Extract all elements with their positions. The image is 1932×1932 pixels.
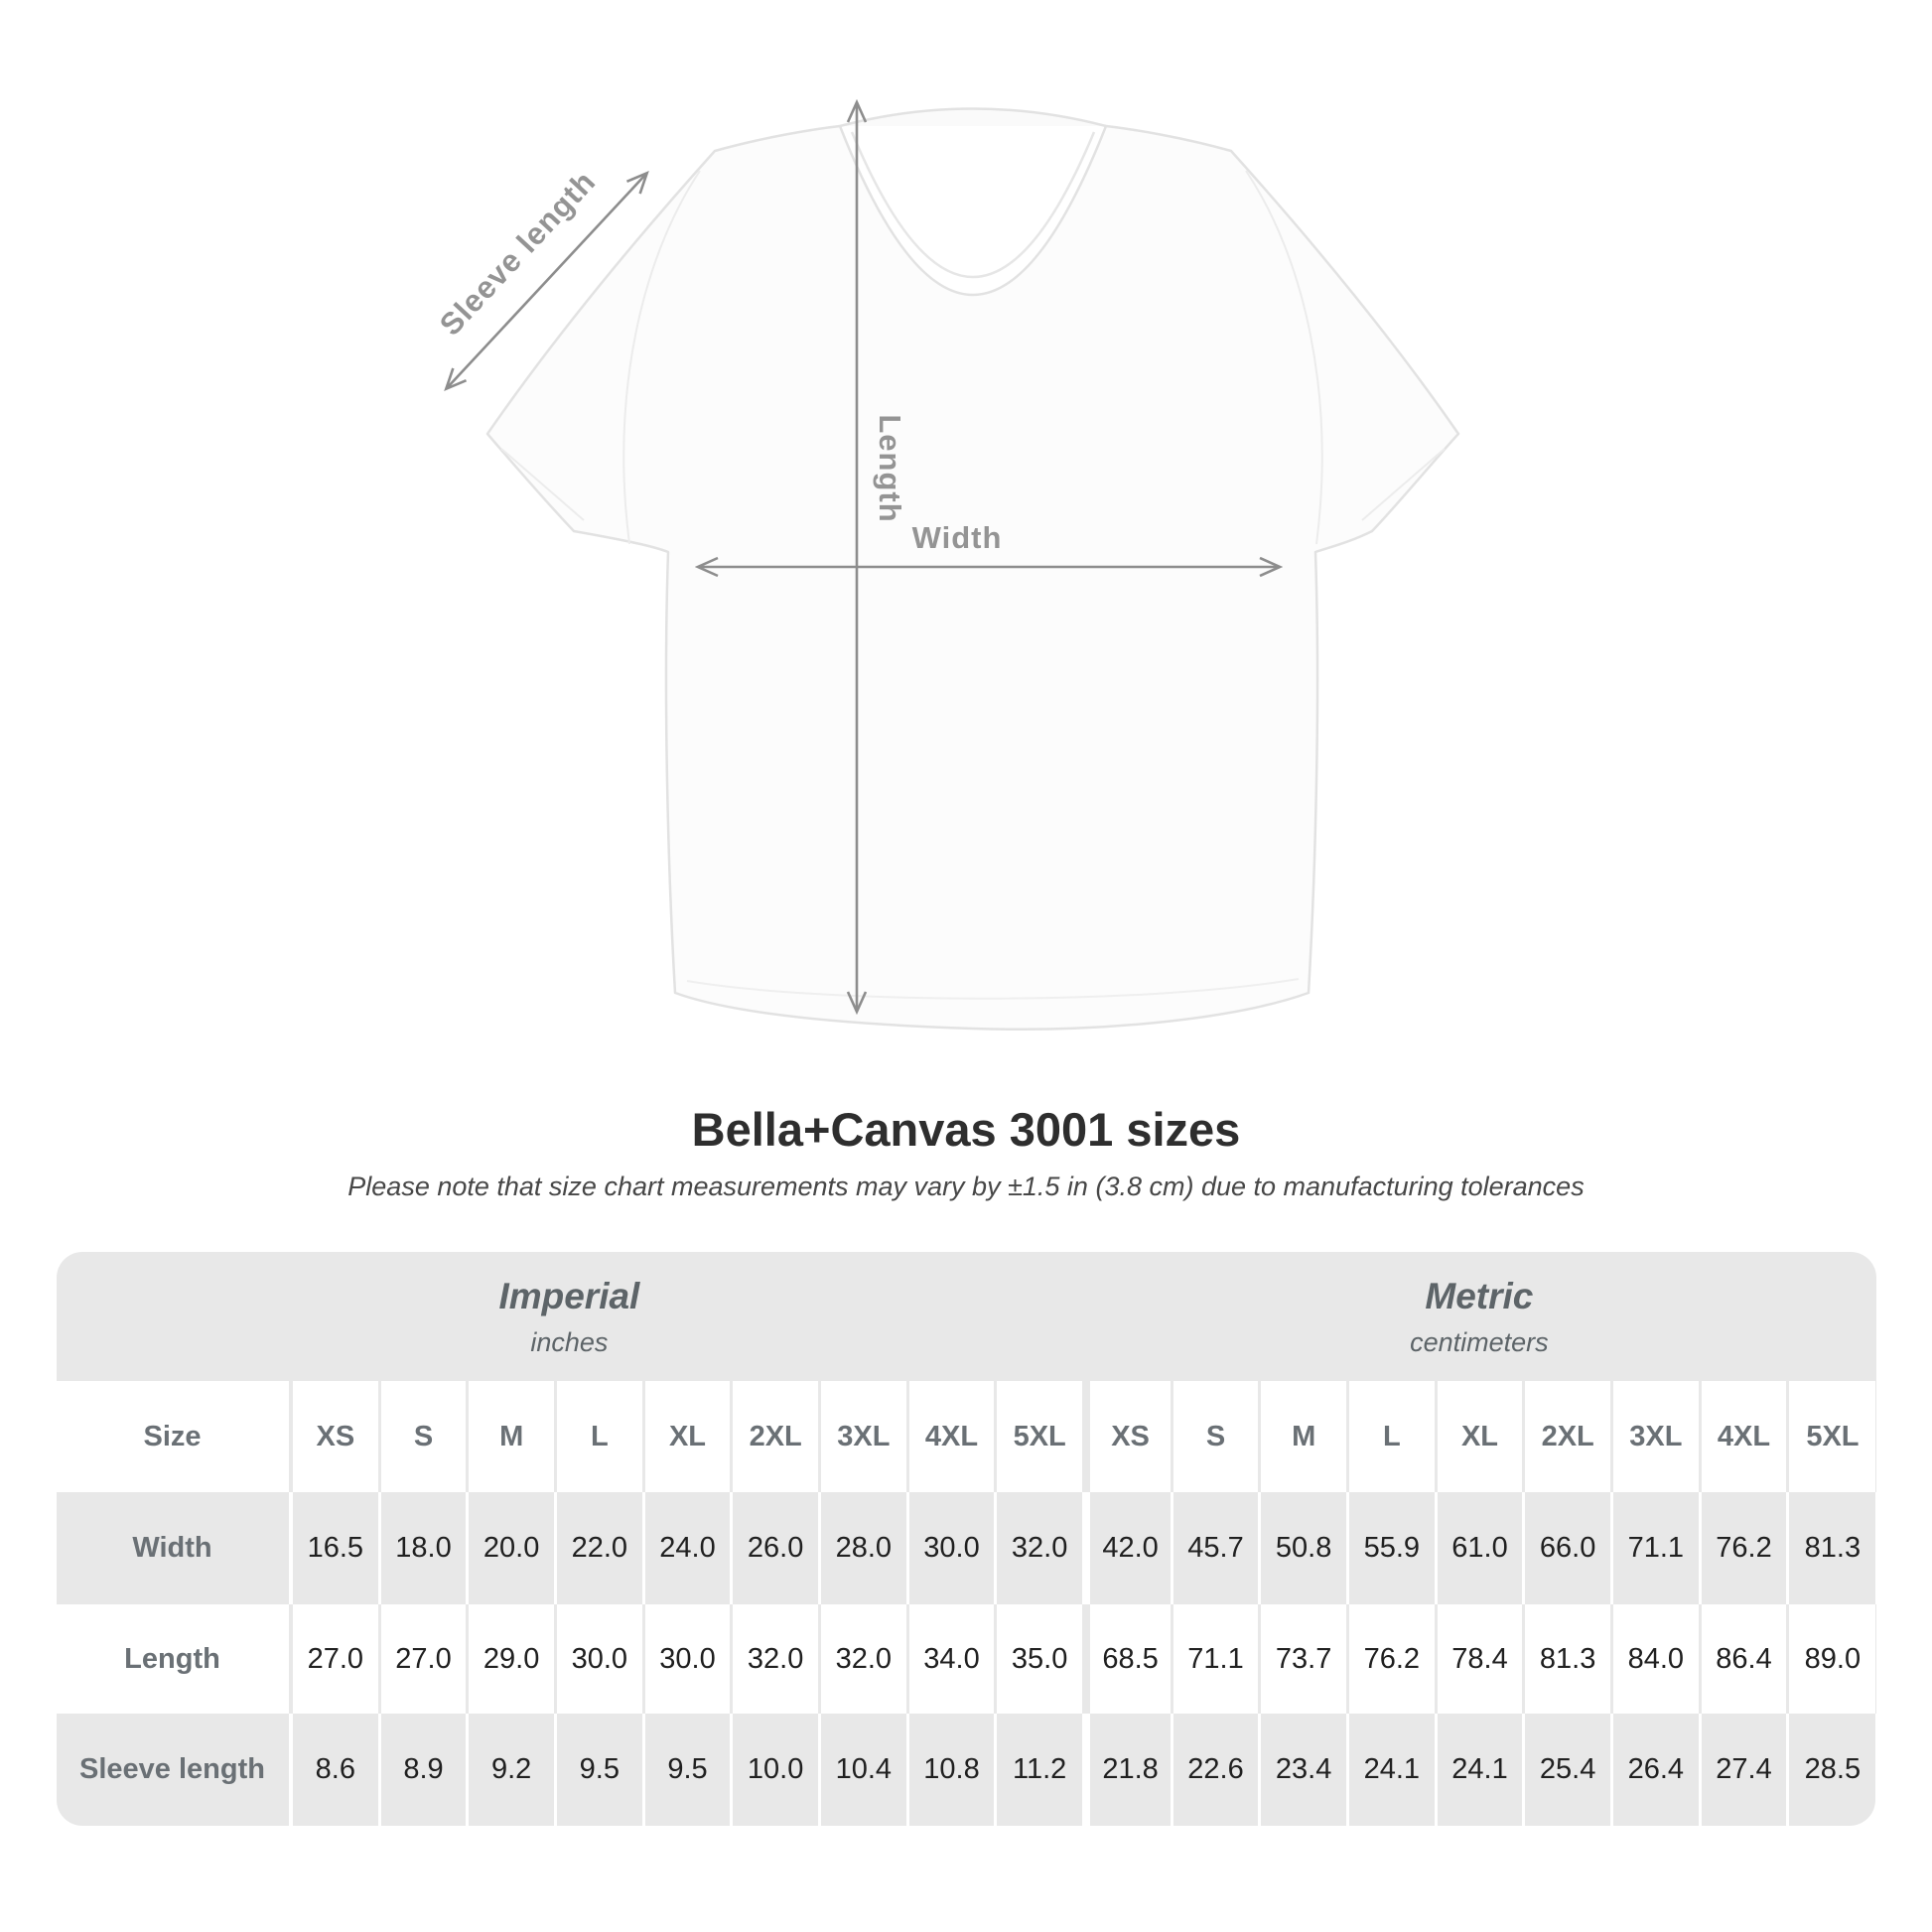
value-cell: 24.0 — [644, 1492, 731, 1605]
size-col-header: XS — [293, 1381, 378, 1493]
value-cell: 27.0 — [293, 1604, 378, 1715]
value-cell: 22.0 — [556, 1492, 642, 1605]
value-cell: 76.2 — [1348, 1604, 1435, 1715]
size-col-header: XL — [644, 1381, 731, 1493]
value-cell: 18.0 — [380, 1492, 467, 1605]
imperial-unit: inches — [530, 1326, 609, 1357]
sleeve-length-row: Sleeve length 8.6 8.9 9.2 9.5 9.5 10.0 1… — [56, 1714, 1876, 1827]
value-cell: 50.8 — [1261, 1492, 1346, 1605]
length-measure-label: Length — [873, 414, 907, 522]
value-cell: 30.0 — [908, 1492, 995, 1605]
value-cell: 8.6 — [293, 1714, 378, 1827]
value-cell: 81.3 — [1789, 1492, 1876, 1605]
size-col-header: S — [1173, 1381, 1259, 1493]
value-cell: 42.0 — [1090, 1492, 1171, 1605]
value-cell: 81.3 — [1525, 1604, 1610, 1715]
value-cell: 9.5 — [556, 1714, 642, 1827]
width-measure-label: Width — [912, 520, 1003, 555]
value-cell: 76.2 — [1701, 1492, 1787, 1605]
value-cell: 21.8 — [1090, 1714, 1171, 1827]
value-cell: 25.4 — [1525, 1714, 1610, 1827]
value-cell: 9.5 — [644, 1714, 731, 1827]
imperial-title: Imperial — [498, 1275, 640, 1316]
size-col-header: 3XL — [820, 1381, 906, 1493]
size-col-header: L — [556, 1381, 642, 1493]
value-cell: 20.0 — [469, 1492, 554, 1605]
size-col-header: 2XL — [1525, 1381, 1610, 1493]
value-cell: 32.0 — [997, 1492, 1082, 1605]
value-cell: 11.2 — [997, 1714, 1082, 1827]
length-row: Length 27.0 27.0 29.0 30.0 30.0 32.0 32.… — [56, 1604, 1876, 1715]
value-cell: 30.0 — [556, 1604, 642, 1715]
metric-unit: centimeters — [1410, 1326, 1549, 1357]
size-col-header: 3XL — [1612, 1381, 1699, 1493]
row-label: Length — [56, 1604, 289, 1715]
size-col-header: 5XL — [997, 1381, 1082, 1493]
imperial-header: Imperial inches — [57, 1252, 1083, 1381]
value-cell: 45.7 — [1173, 1492, 1259, 1605]
row-label: Sleeve length — [56, 1714, 289, 1827]
size-col-header: M — [469, 1381, 554, 1493]
value-cell: 24.1 — [1348, 1714, 1435, 1827]
value-cell: 26.4 — [1612, 1714, 1699, 1827]
size-col-header: 5XL — [1789, 1381, 1876, 1493]
value-cell: 10.4 — [820, 1714, 906, 1827]
value-cell: 86.4 — [1701, 1604, 1787, 1715]
size-col-header: L — [1348, 1381, 1435, 1493]
tshirt-shape — [485, 107, 1460, 1031]
sleeve-length-arrow — [447, 174, 646, 388]
value-cell: 10.8 — [908, 1714, 995, 1827]
size-col-header: 2XL — [733, 1381, 818, 1493]
value-cell: 32.0 — [820, 1604, 906, 1715]
size-header-row: Size XS S M L XL 2XL 3XL 4XL 5XL XS S M … — [56, 1381, 1876, 1493]
width-row: Width 16.5 18.0 20.0 22.0 24.0 26.0 28.0… — [56, 1492, 1876, 1605]
value-cell: 34.0 — [908, 1604, 995, 1715]
value-cell: 28.0 — [820, 1492, 906, 1605]
page-title: Bella+Canvas 3001 sizes — [691, 1103, 1241, 1156]
size-col-header: 4XL — [1701, 1381, 1787, 1493]
value-cell: 66.0 — [1525, 1492, 1610, 1605]
value-cell: 24.1 — [1437, 1714, 1523, 1827]
value-cell: 27.0 — [380, 1604, 467, 1715]
value-cell: 28.5 — [1789, 1714, 1876, 1827]
size-col-header: XL — [1437, 1381, 1523, 1493]
size-col-header: XS — [1090, 1381, 1171, 1493]
size-table: Imperial inches Metric centimeters Size … — [56, 1252, 1876, 1827]
value-cell: 68.5 — [1090, 1604, 1171, 1715]
value-cell: 78.4 — [1437, 1604, 1523, 1715]
value-cell: 89.0 — [1789, 1604, 1876, 1715]
size-col-header: 4XL — [908, 1381, 995, 1493]
size-col-header: M — [1261, 1381, 1346, 1493]
size-label: Size — [56, 1381, 289, 1493]
metric-header: Metric centimeters — [1082, 1252, 1875, 1381]
value-cell: 23.4 — [1261, 1714, 1346, 1827]
value-cell: 55.9 — [1348, 1492, 1435, 1605]
value-cell: 27.4 — [1701, 1714, 1787, 1827]
unit-header-band: Imperial inches Metric centimeters — [56, 1252, 1876, 1382]
value-cell: 35.0 — [997, 1604, 1082, 1715]
tshirt-diagram: Length Width Sleeve length — [433, 0, 1460, 1031]
value-cell: 71.1 — [1173, 1604, 1259, 1715]
value-cell: 8.9 — [380, 1714, 467, 1827]
tshirt-illustration: Length Width Sleeve length — [433, 0, 1460, 1031]
value-cell: 32.0 — [733, 1604, 818, 1715]
value-cell: 84.0 — [1612, 1604, 1699, 1715]
value-cell: 61.0 — [1437, 1492, 1523, 1605]
value-cell: 16.5 — [293, 1492, 378, 1605]
value-cell: 73.7 — [1261, 1604, 1346, 1715]
tolerance-note: Please note that size chart measurements… — [347, 1172, 1585, 1202]
metric-title: Metric — [1425, 1275, 1534, 1316]
size-col-header: S — [380, 1381, 467, 1493]
value-cell: 71.1 — [1612, 1492, 1699, 1605]
value-cell: 29.0 — [469, 1604, 554, 1715]
value-cell: 9.2 — [469, 1714, 554, 1827]
value-cell: 30.0 — [644, 1604, 731, 1715]
value-cell: 26.0 — [733, 1492, 818, 1605]
value-cell: 10.0 — [733, 1714, 818, 1827]
value-cell: 22.6 — [1173, 1714, 1259, 1827]
row-label: Width — [56, 1492, 289, 1605]
